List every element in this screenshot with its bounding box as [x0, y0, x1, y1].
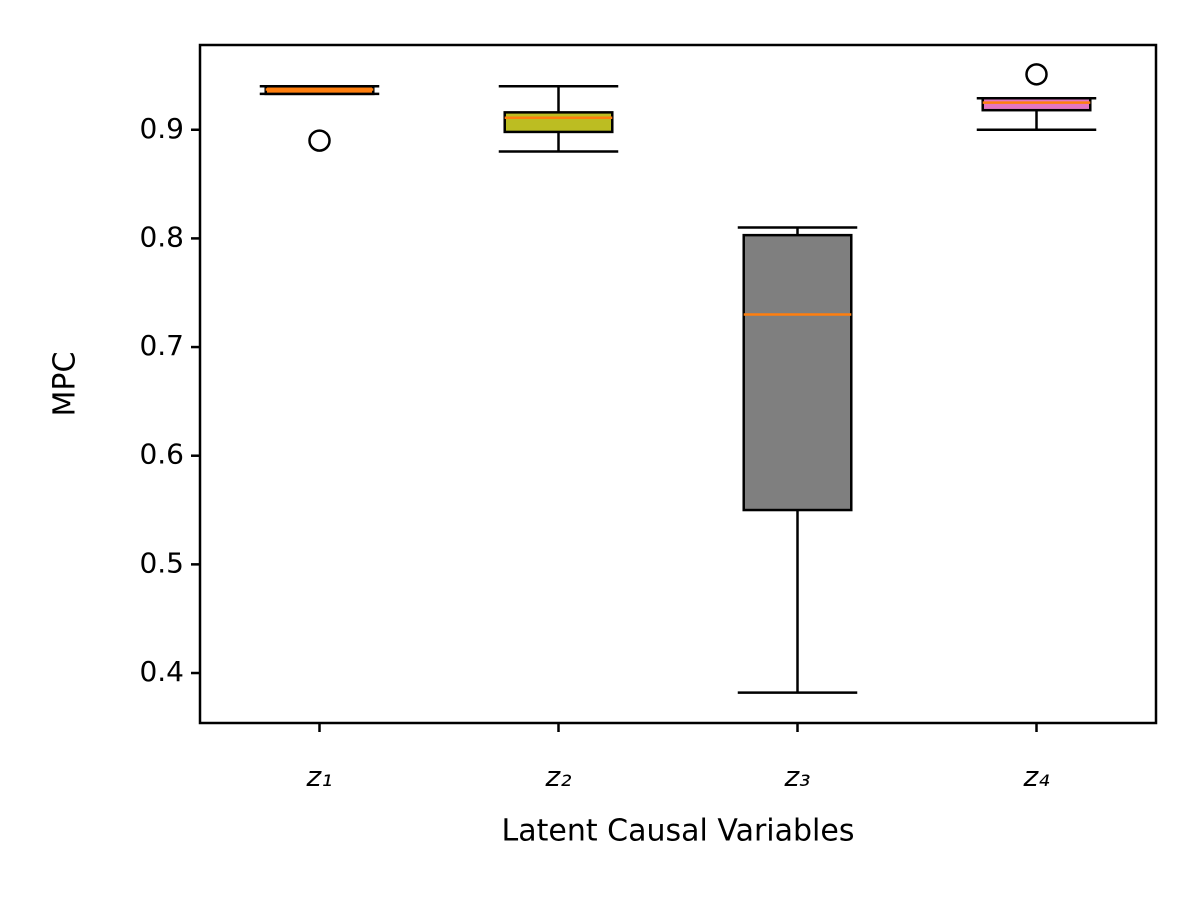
x-tick-label: z₂ [545, 760, 572, 793]
x-tick-label: z₃ [784, 760, 811, 793]
x-tick-label: z₁ [306, 760, 333, 793]
outlier [1025, 63, 1048, 86]
box [981, 96, 1092, 112]
y-axis-label: MPC [48, 352, 83, 417]
plot-frame [198, 43, 1158, 725]
y-tick-label: 0.4 [139, 655, 184, 688]
y-tick-label: 0.6 [139, 438, 184, 471]
box [742, 233, 853, 512]
y-tick-label: 0.7 [139, 329, 184, 362]
x-axis-label: Latent Causal Variables [502, 814, 855, 849]
y-tick-label: 0.5 [139, 546, 184, 579]
x-tick-label: z₄ [1023, 760, 1050, 793]
y-tick-label: 0.8 [139, 220, 184, 253]
outlier [308, 129, 331, 152]
y-tick-label: 0.9 [139, 112, 184, 145]
box [503, 111, 614, 134]
